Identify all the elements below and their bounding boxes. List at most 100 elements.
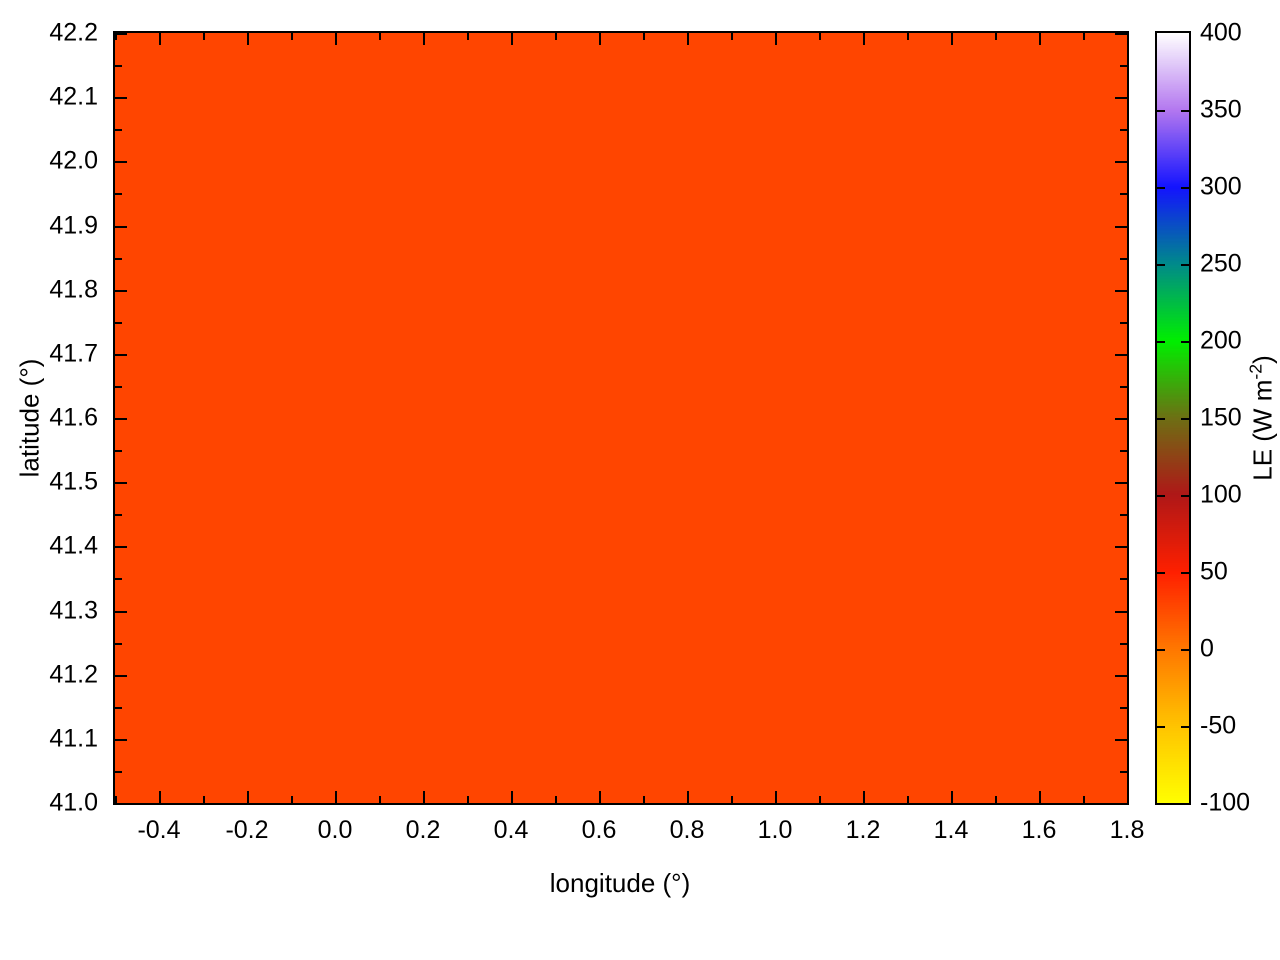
tick-mark — [115, 642, 122, 645]
tick-mark — [115, 353, 127, 356]
tick-mark — [775, 791, 777, 803]
tick-mark — [1120, 321, 1127, 324]
y-axis-title: latitude (°) — [14, 358, 45, 478]
tick-mark — [1120, 514, 1127, 517]
tick-mark — [1120, 642, 1127, 645]
tick-mark — [115, 33, 117, 40]
colorbar-tick — [1181, 649, 1191, 651]
tick-mark — [1120, 129, 1127, 132]
colorbar-tick-label: 50 — [1200, 557, 1228, 586]
tick-mark — [995, 796, 997, 803]
tick-mark — [1120, 578, 1127, 581]
tick-mark — [1083, 796, 1085, 803]
tick-mark — [995, 33, 997, 40]
colorbar-tick — [1155, 418, 1165, 420]
tick-mark — [1120, 450, 1127, 453]
colorbar-tick — [1181, 110, 1191, 112]
y-tick-label: 41.7 — [49, 339, 98, 368]
y-tick-label: 41.1 — [49, 724, 98, 753]
tick-mark — [1115, 161, 1127, 164]
tick-mark — [159, 791, 161, 803]
tick-mark — [115, 97, 127, 100]
colorbar-tick-label: 250 — [1200, 249, 1242, 278]
tick-mark — [863, 33, 865, 45]
y-tick-label: 42.0 — [49, 146, 98, 175]
colorbar-tick — [1155, 187, 1165, 189]
colorbar-tick-label: -50 — [1200, 711, 1237, 740]
y-tick-label: 42.1 — [49, 82, 98, 111]
colorbar-tick-label: 100 — [1200, 480, 1242, 509]
colorbar-tick — [1181, 726, 1191, 728]
tick-mark — [115, 706, 122, 709]
tick-mark — [1120, 193, 1127, 196]
tick-mark — [643, 796, 645, 803]
colorbar-tick — [1155, 572, 1165, 574]
tick-mark — [599, 791, 601, 803]
tick-mark — [1083, 33, 1085, 40]
tick-mark — [115, 796, 117, 803]
colorbar-title: LE (W m-2) — [1246, 355, 1279, 481]
colorbar-tick — [1155, 341, 1165, 343]
tick-mark — [115, 321, 122, 324]
tick-mark — [511, 33, 513, 45]
tick-mark — [115, 578, 122, 581]
tick-mark — [379, 796, 381, 803]
colorbar-tick — [1155, 264, 1165, 266]
tick-mark — [115, 674, 127, 677]
tick-mark — [555, 33, 557, 40]
tick-mark — [1120, 385, 1127, 388]
colorbar-title-text: LE (W m — [1247, 379, 1278, 481]
tick-mark — [247, 791, 249, 803]
tick-mark — [115, 770, 122, 773]
heatmap-canvas — [115, 33, 1127, 803]
colorbar-tick — [1181, 418, 1191, 420]
tick-mark — [687, 791, 689, 803]
tick-mark — [1120, 257, 1127, 260]
tick-mark — [555, 796, 557, 803]
colorbar-tick — [1155, 495, 1165, 497]
y-tick-label: 41.0 — [49, 788, 98, 817]
y-tick-label: 41.8 — [49, 275, 98, 304]
x-tick-label: -0.4 — [137, 816, 181, 844]
tick-mark — [731, 796, 733, 803]
x-tick-label: 0.2 — [405, 816, 441, 844]
colorbar-title-tail: ) — [1247, 355, 1278, 364]
tick-mark — [775, 33, 777, 45]
tick-mark — [1115, 610, 1127, 613]
colorbar-tick — [1181, 572, 1191, 574]
colorbar-tick-label: 400 — [1200, 18, 1242, 47]
tick-mark — [203, 33, 205, 40]
tick-mark — [1115, 546, 1127, 549]
tick-mark — [115, 450, 122, 453]
tick-mark — [247, 33, 249, 45]
y-tick-label: 41.3 — [49, 596, 98, 624]
tick-mark — [115, 385, 122, 388]
tick-mark — [467, 796, 469, 803]
x-tick-label: 1.2 — [845, 816, 881, 844]
colorbar-title-exponent: -2 — [1245, 363, 1266, 380]
tick-mark — [115, 610, 127, 613]
y-tick-label: 41.6 — [49, 403, 98, 432]
tick-mark — [115, 257, 122, 260]
y-tick-label: 41.4 — [49, 531, 98, 560]
tick-mark — [467, 33, 469, 40]
tick-mark — [115, 161, 127, 164]
x-tick-label: 1.6 — [1021, 816, 1057, 844]
tick-mark — [863, 791, 865, 803]
tick-mark — [1115, 33, 1127, 35]
tick-mark — [291, 796, 293, 803]
tick-mark — [1115, 353, 1127, 356]
tick-mark — [1039, 791, 1041, 803]
tick-mark — [687, 33, 689, 45]
y-tick-label: 41.5 — [49, 467, 98, 496]
colorbar-tick-label: 0 — [1200, 634, 1214, 663]
tick-mark — [115, 33, 127, 35]
colorbar-tick-label: 200 — [1200, 326, 1242, 355]
tick-mark — [907, 33, 909, 40]
colorbar-tick — [1181, 264, 1191, 266]
x-tick-label: 0.0 — [317, 816, 353, 844]
tick-mark — [423, 33, 425, 45]
x-tick-label: 0.4 — [493, 816, 529, 844]
tick-mark — [599, 33, 601, 45]
